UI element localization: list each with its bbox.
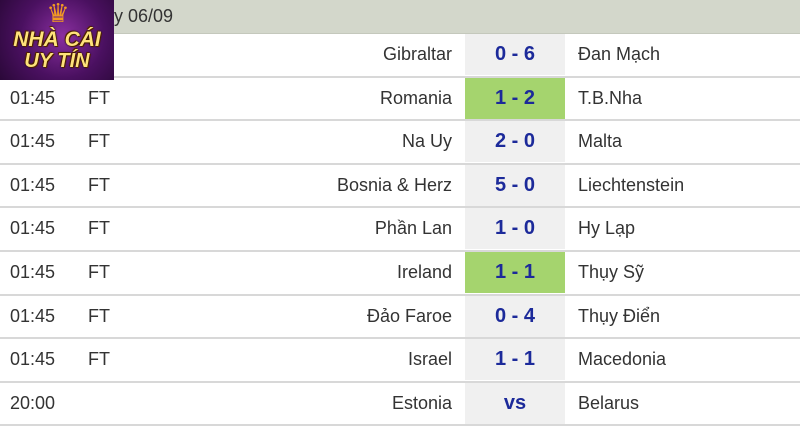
match-row[interactable]: 01:45 FT Đảo Faroe 0 - 4 Thụy Điển	[0, 295, 800, 340]
date-header-text: y 06/09	[114, 6, 174, 26]
away-team: Thụy Sỹ	[578, 261, 645, 282]
match-score: vs	[465, 382, 565, 424]
match-score: 1 - 1	[465, 251, 565, 293]
home-team: Phần Lan	[374, 218, 452, 239]
match-time: 01:45	[10, 261, 56, 282]
match-score: 0 - 6	[465, 34, 565, 75]
away-team: Đan Mạch	[578, 44, 661, 64]
match-time: 01:45	[10, 349, 56, 370]
home-team: Israel	[407, 349, 452, 370]
match-status: FT	[88, 174, 110, 195]
home-team: Gibraltar	[382, 44, 452, 64]
match-status: FT	[88, 218, 110, 239]
home-team: Bosnia & Herz	[336, 174, 452, 195]
match-status: FT	[88, 131, 110, 152]
match-status: FT	[88, 349, 110, 370]
away-team: T.B.Nha	[578, 87, 643, 108]
match-row[interactable]: 01:45 FT Ireland 1 - 1 Thụy Sỹ	[0, 251, 800, 296]
away-team: Belarus	[578, 392, 640, 413]
match-score: 2 - 0	[465, 121, 565, 163]
match-row[interactable]: 01:45 FT Israel 1 - 1 Macedonia	[0, 339, 800, 383]
match-status: FT	[88, 305, 110, 326]
home-team: Ireland	[396, 261, 452, 282]
logo-text-line2: UY TÍN	[24, 50, 90, 72]
match-row[interactable]: Gibraltar 0 - 6 Đan Mạch	[0, 34, 800, 78]
match-score: 0 - 4	[465, 295, 565, 337]
home-team: Estonia	[391, 392, 452, 413]
match-row[interactable]: 01:45 FT Bosnia & Herz 5 - 0 Liechtenstein	[0, 164, 800, 209]
match-time: 01:45	[10, 131, 56, 152]
away-team: Liechtenstein	[578, 174, 685, 195]
match-status: FT	[88, 261, 110, 282]
date-header: y 06/09	[0, 0, 800, 34]
match-row[interactable]: 20:00 Estonia vs Belarus	[0, 382, 800, 426]
away-team: Macedonia	[578, 349, 667, 370]
match-time: 01:45	[10, 305, 56, 326]
match-time: 01:45	[10, 218, 56, 239]
home-team: Đảo Faroe	[366, 305, 452, 326]
match-time: 01:45	[10, 87, 56, 108]
match-score: 5 - 0	[465, 164, 565, 206]
away-team: Hy Lạp	[578, 218, 636, 239]
away-team: Malta	[578, 131, 623, 152]
match-time: 01:45	[10, 174, 56, 195]
match-row[interactable]: 01:45 FT Na Uy 2 - 0 Malta	[0, 121, 800, 165]
match-list: Gibraltar 0 - 6 Đan Mạch 01:45 FT Romania 1 - …	[0, 34, 800, 426]
match-score: 1 - 0	[465, 208, 565, 250]
crown-icon: ♛	[46, 0, 70, 28]
match-row[interactable]: 01:45 FT Romania 1 - 2 T.B.Nha	[0, 77, 800, 122]
match-time: 20:00	[10, 392, 56, 413]
brand-logo: ♛ NHÀ CÁI UY TÍN	[0, 0, 114, 80]
away-team: Thụy Điển	[578, 305, 661, 326]
logo-text-line1: NHÀ CÁI	[13, 28, 101, 51]
match-status: FT	[88, 87, 110, 108]
match-score: 1 - 1	[465, 339, 565, 381]
match-row[interactable]: 01:45 FT Phần Lan 1 - 0 Hy Lạp	[0, 208, 800, 252]
match-score: 1 - 2	[465, 77, 565, 119]
home-team: Na Uy	[401, 131, 452, 152]
home-team: Romania	[379, 87, 452, 108]
